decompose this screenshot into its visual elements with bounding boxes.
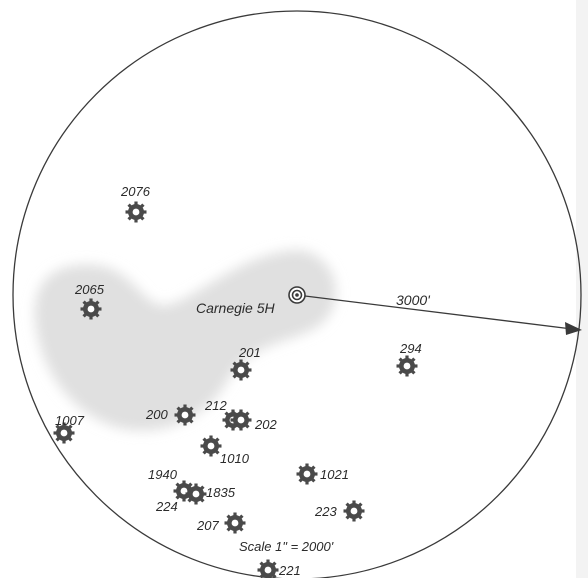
well-icon bbox=[343, 500, 365, 522]
well-icon bbox=[296, 463, 318, 485]
lateral-shaded-zone bbox=[34, 250, 337, 431]
well-label: 212 bbox=[204, 398, 227, 413]
arrow-head bbox=[565, 322, 582, 335]
well-icon bbox=[396, 355, 418, 377]
well-label: 200 bbox=[145, 407, 168, 422]
radius-circle bbox=[12, 10, 582, 578]
radius-arrow bbox=[304, 295, 573, 330]
well-label: 2065 bbox=[74, 282, 105, 297]
well-label: 1940 bbox=[148, 467, 178, 482]
well-icon bbox=[224, 512, 246, 534]
page-edge bbox=[576, 0, 588, 578]
well-label: 294 bbox=[399, 341, 422, 356]
well-label: 224 bbox=[155, 499, 178, 514]
well-label: 1007 bbox=[55, 413, 85, 428]
well-label: 223 bbox=[314, 504, 337, 519]
well-label: 1010 bbox=[220, 451, 250, 466]
well-label: 2076 bbox=[120, 184, 151, 199]
well-label: 201 bbox=[238, 345, 261, 360]
well-label: 1835 bbox=[206, 485, 236, 500]
well-label: 207 bbox=[196, 518, 219, 533]
well-icon bbox=[200, 435, 222, 457]
well-icon bbox=[230, 359, 252, 381]
well-label: 221 bbox=[278, 563, 301, 578]
well-icon bbox=[257, 559, 279, 578]
well-icon bbox=[185, 483, 207, 505]
well-icon bbox=[230, 409, 252, 431]
scale-label: Scale 1" = 2000' bbox=[239, 539, 334, 554]
well-icon bbox=[125, 201, 147, 223]
well-icon bbox=[174, 404, 196, 426]
target-well-marker bbox=[288, 286, 306, 304]
radius-label: 3000' bbox=[396, 292, 431, 308]
well-label: 1021 bbox=[320, 467, 349, 482]
well-icon bbox=[80, 298, 102, 320]
target-well-label: Carnegie 5H bbox=[196, 300, 275, 316]
well-label: 202 bbox=[254, 417, 277, 432]
